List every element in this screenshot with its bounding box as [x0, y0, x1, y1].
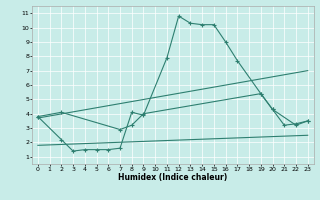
X-axis label: Humidex (Indice chaleur): Humidex (Indice chaleur)	[118, 173, 228, 182]
